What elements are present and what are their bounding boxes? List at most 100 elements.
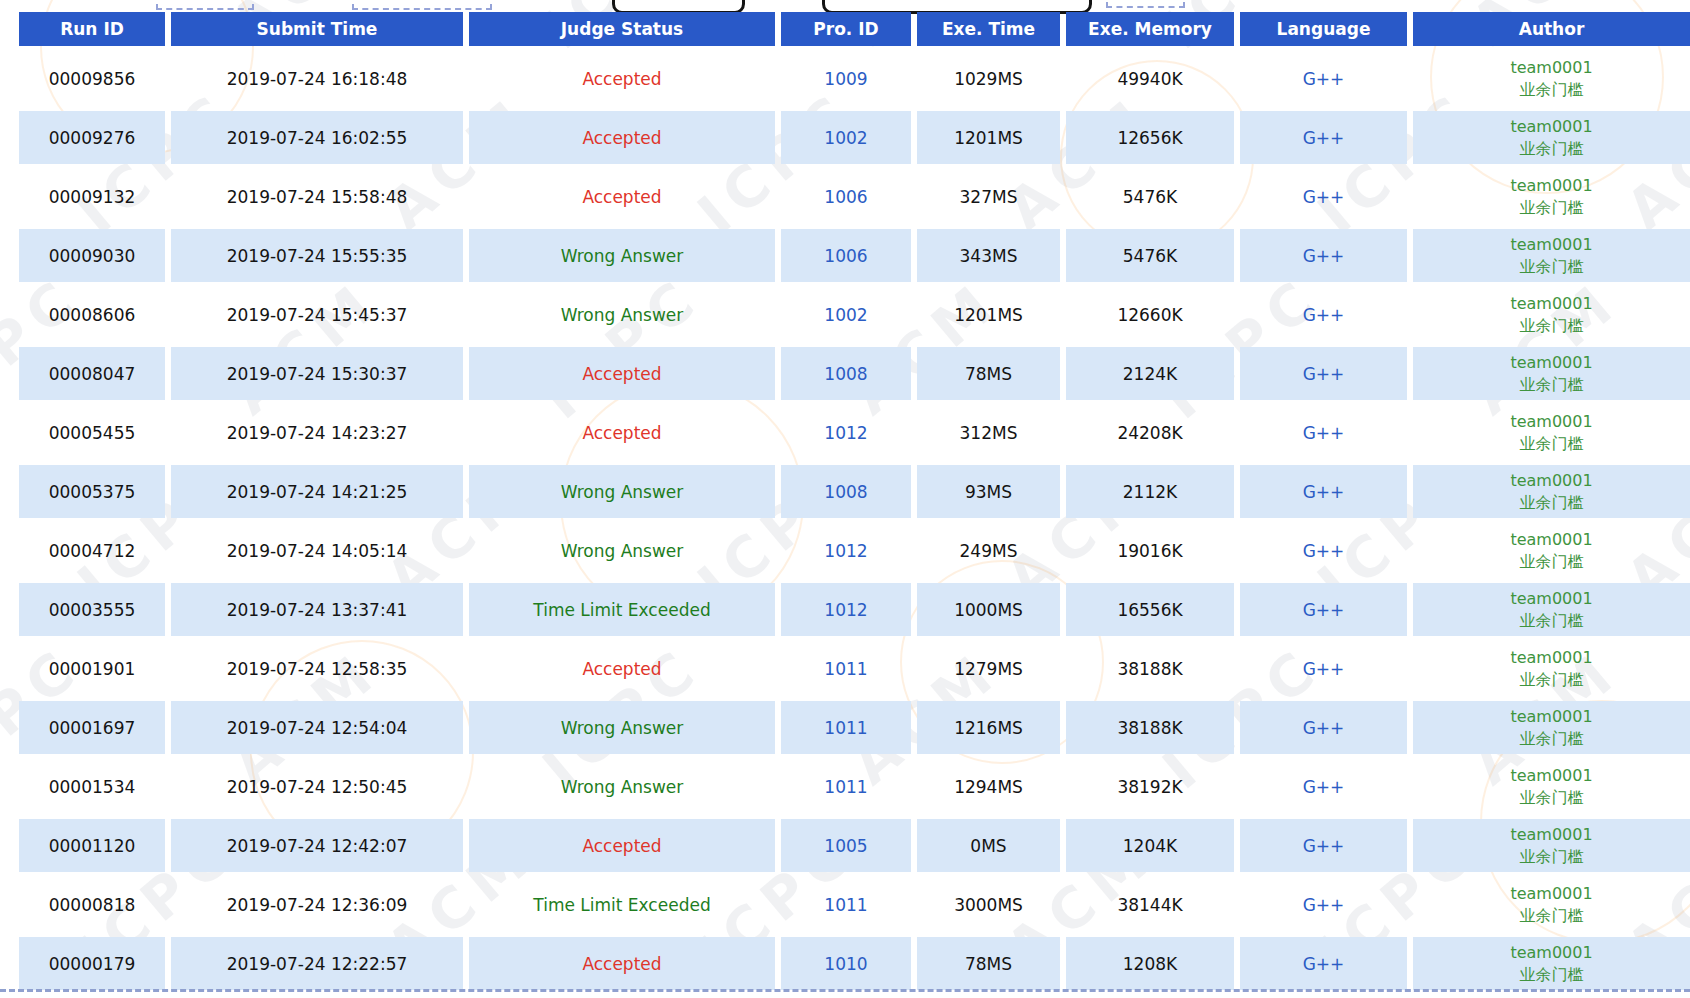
bottom-dashed-divider <box>0 989 1690 992</box>
author-id-link[interactable]: team0001 <box>1413 647 1690 669</box>
problem-link[interactable]: 1011 <box>824 718 867 738</box>
author-id-link[interactable]: team0001 <box>1413 293 1690 315</box>
table-row: 00000179 2019-07-24 12:22:57 Accepted 1010 7… <box>19 937 1690 990</box>
problem-link[interactable]: 1009 <box>824 69 867 89</box>
author-nickname: 业余门槛 <box>1413 315 1690 337</box>
judge-status-text: Wrong Answer <box>561 541 684 561</box>
judge-status-text: Wrong Answer <box>561 305 684 325</box>
author-id-link[interactable]: team0001 <box>1413 470 1690 492</box>
run-id-cell: 00009856 <box>49 69 136 89</box>
language-link[interactable]: G++ <box>1303 364 1345 384</box>
problem-link[interactable]: 1011 <box>824 777 867 797</box>
language-link[interactable]: G++ <box>1303 600 1345 620</box>
table-row: 000053752019-07-24 14:21:25Wrong Answer1… <box>19 465 1690 518</box>
language-link[interactable]: G++ <box>1303 305 1345 325</box>
run-id-cell: 00000179 <box>49 954 136 974</box>
author-id-link[interactable]: team0001 <box>1413 883 1690 905</box>
author-id-link[interactable]: team0001 <box>1413 824 1690 846</box>
problem-link[interactable]: 1011 <box>824 659 867 679</box>
table-row: 00000818 2019-07-24 12:36:09 Time Limit Ex… <box>19 878 1690 931</box>
problem-link[interactable]: 1012 <box>824 541 867 561</box>
author-nickname: 业余门槛 <box>1413 846 1690 868</box>
author-nickname: 业余门槛 <box>1413 905 1690 927</box>
problem-link[interactable]: 1008 <box>824 482 867 502</box>
column-header-submit-time: Submit Time <box>171 12 463 46</box>
author-id-link[interactable]: team0001 <box>1413 706 1690 728</box>
judge-status-table: Run IDSubmit TimeJudge StatusPro. IDExe.… <box>13 6 1690 996</box>
problem-link[interactable]: 1006 <box>824 187 867 207</box>
author-id-link[interactable]: team0001 <box>1413 57 1690 79</box>
problem-link[interactable]: 1002 <box>824 128 867 148</box>
exe-memory-cell: 38192K <box>1117 777 1182 797</box>
exe-memory-cell: 19016K <box>1117 541 1182 561</box>
language-link[interactable]: G++ <box>1303 423 1345 443</box>
author-id-link[interactable]: team0001 <box>1413 529 1690 551</box>
language-link[interactable]: G++ <box>1303 246 1345 266</box>
language-link[interactable]: G++ <box>1303 128 1345 148</box>
exe-memory-cell: 12656K <box>1117 128 1182 148</box>
language-link[interactable]: G++ <box>1303 777 1345 797</box>
exe-time-cell: 343MS <box>960 246 1018 266</box>
author-nickname: 业余门槛 <box>1413 551 1690 573</box>
run-id-cell: 00005375 <box>49 482 136 502</box>
language-link[interactable]: G++ <box>1303 718 1345 738</box>
author-id-link[interactable]: team0001 <box>1413 116 1690 138</box>
column-header-exe-time: Exe. Time <box>917 12 1060 46</box>
problem-link[interactable]: 1005 <box>824 836 867 856</box>
language-link[interactable]: G++ <box>1303 541 1345 561</box>
run-id-cell: 00009276 <box>49 128 136 148</box>
exe-time-cell: 78MS <box>965 954 1012 974</box>
author-id-link[interactable]: team0001 <box>1413 352 1690 374</box>
run-id-cell: 00001534 <box>49 777 136 797</box>
author-id-link[interactable]: team0001 <box>1413 942 1690 964</box>
problem-link[interactable]: 1006 <box>824 246 867 266</box>
status-page: ICPCACMICPCACMICPCACMICPCACMICPCACMICPCA… <box>0 0 1690 998</box>
run-id-cell: 00000818 <box>49 895 136 915</box>
author-nickname: 业余门槛 <box>1413 669 1690 691</box>
problem-link[interactable]: 1012 <box>824 423 867 443</box>
table-row: 000035552019-07-24 13:37:41Time Limit Ex… <box>19 583 1690 636</box>
exe-memory-cell: 24208K <box>1117 423 1182 443</box>
problem-link[interactable]: 1010 <box>824 954 867 974</box>
exe-time-cell: 0MS <box>970 836 1006 856</box>
exe-time-cell: 1279MS <box>954 659 1023 679</box>
submit-time-cell: 2019-07-24 12:58:35 <box>227 659 408 679</box>
author-id-link[interactable]: team0001 <box>1413 765 1690 787</box>
language-link[interactable]: G++ <box>1303 836 1345 856</box>
exe-memory-cell: 1204K <box>1123 836 1177 856</box>
language-link[interactable]: G++ <box>1303 659 1345 679</box>
problem-link[interactable]: 1008 <box>824 364 867 384</box>
language-link[interactable]: G++ <box>1303 482 1345 502</box>
author-nickname: 业余门槛 <box>1413 787 1690 809</box>
judge-status-text: Accepted <box>582 423 661 443</box>
exe-time-cell: 249MS <box>960 541 1018 561</box>
submit-time-cell: 2019-07-24 12:36:09 <box>227 895 408 915</box>
author-id-link[interactable]: team0001 <box>1413 411 1690 433</box>
author-id-link[interactable]: team0001 <box>1413 175 1690 197</box>
problem-link[interactable]: 1002 <box>824 305 867 325</box>
exe-time-cell: 3000MS <box>954 895 1023 915</box>
language-link[interactable]: G++ <box>1303 954 1345 974</box>
author-id-link[interactable]: team0001 <box>1413 588 1690 610</box>
problem-link[interactable]: 1012 <box>824 600 867 620</box>
author-nickname: 业余门槛 <box>1413 138 1690 160</box>
problem-link[interactable]: 1011 <box>824 895 867 915</box>
judge-status-text: Accepted <box>582 836 661 856</box>
exe-memory-cell: 16556K <box>1117 600 1182 620</box>
submit-time-cell: 2019-07-24 15:45:37 <box>227 305 408 325</box>
submit-time-cell: 2019-07-24 12:22:57 <box>227 954 408 974</box>
exe-time-cell: 312MS <box>960 423 1018 443</box>
exe-memory-cell: 38188K <box>1117 659 1182 679</box>
language-link[interactable]: G++ <box>1303 895 1345 915</box>
judge-status-text: Accepted <box>582 128 661 148</box>
language-link[interactable]: G++ <box>1303 69 1345 89</box>
judge-status-text: Time Limit Exceeded <box>533 600 710 620</box>
table-row: 000054552019-07-24 14:23:27Accepted10123… <box>19 406 1690 459</box>
judge-status-text: Accepted <box>582 954 661 974</box>
run-id-cell: 00008606 <box>49 305 136 325</box>
column-header-judge-status: Judge Status <box>469 12 775 46</box>
judge-status-text: Time Limit Exceeded <box>533 895 710 915</box>
language-link[interactable]: G++ <box>1303 187 1345 207</box>
column-header-exe-memory: Exe. Memory <box>1066 12 1234 46</box>
author-id-link[interactable]: team0001 <box>1413 234 1690 256</box>
